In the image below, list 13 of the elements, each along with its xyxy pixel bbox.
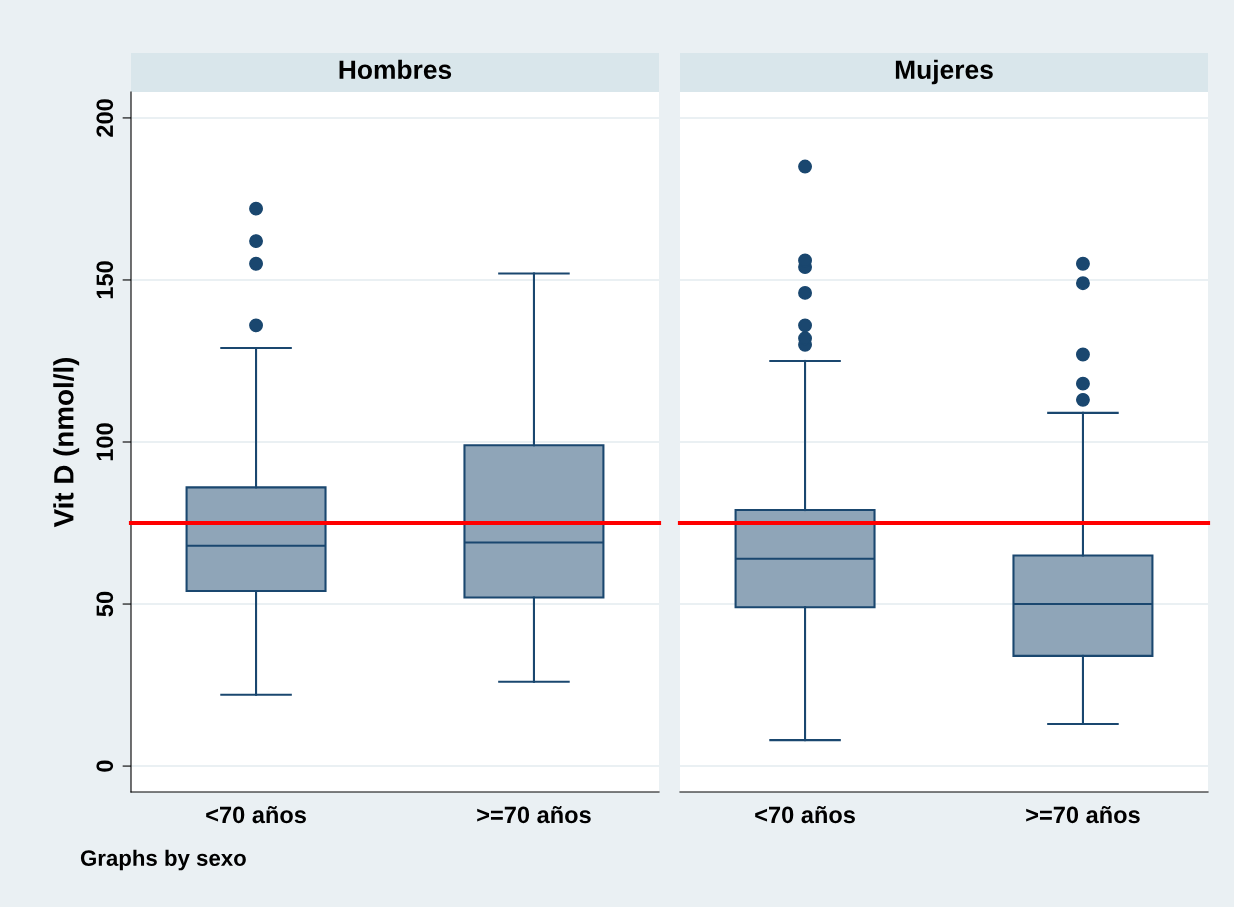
x-tick-label: <70 años <box>755 805 855 824</box>
y-tick-label: 50 <box>96 591 114 617</box>
y-tick-label: 150 <box>96 261 114 299</box>
y-tick-label: 100 <box>96 423 114 461</box>
x-tick-label: >=70 años <box>477 805 591 824</box>
chart-title: Hombres <box>339 59 452 80</box>
text: Graphs by sexo <box>80 849 246 871</box>
x-tick-label: >=70 años <box>1026 805 1140 824</box>
y-axis-title: Vit D (nmol/l) <box>53 357 80 528</box>
y-tick-label: 0 <box>96 760 114 772</box>
y-tick-label: 200 <box>96 99 114 137</box>
chart-title: Mujeres <box>895 59 993 85</box>
x-tick-label: <70 años <box>206 805 306 824</box>
